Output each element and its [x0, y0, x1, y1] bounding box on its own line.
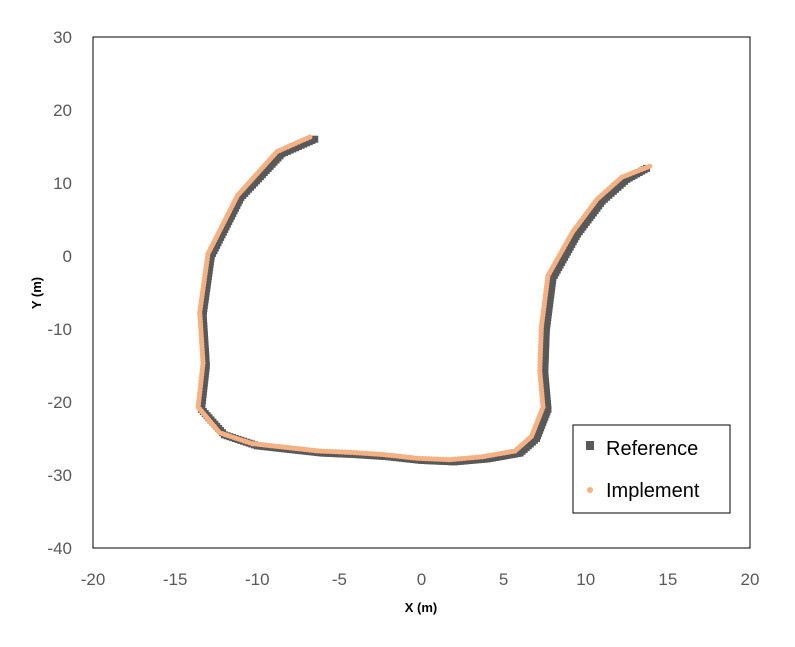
legend-implement-marker: [587, 487, 593, 493]
x-tick-label: 20: [741, 570, 760, 589]
y-tick-labels: -40 -30 -20 -10 0 10 20 30: [47, 28, 72, 558]
y-tick-label: -10: [47, 320, 72, 339]
y-tick-label: 0: [63, 247, 72, 266]
x-tick-label: 5: [499, 570, 508, 589]
legend-box: [572, 424, 731, 514]
x-tick-labels: -20 -15 -10 -5 0 5 10 15 20: [81, 570, 760, 589]
x-axis-title: X (m): [405, 600, 438, 615]
x-tick-label: 10: [576, 570, 595, 589]
implement-point: [647, 163, 653, 169]
x-tick-label: -5: [332, 570, 347, 589]
y-axis-title: Y (m): [29, 277, 44, 309]
y-tick-label: 20: [53, 101, 72, 120]
plot-area-border: [92, 36, 751, 549]
x-tick-label: 0: [417, 570, 426, 589]
x-tick-label: -10: [245, 570, 270, 589]
implement-series: [195, 134, 653, 463]
legend-reference-label: Reference: [606, 438, 698, 460]
legend-implement-label: Implement: [606, 480, 700, 502]
x-tick-label: 15: [658, 570, 677, 589]
y-tick-label: 30: [53, 28, 72, 47]
legend-reference-marker: [586, 441, 594, 450]
y-tick-label: -40: [47, 539, 72, 558]
legend: Reference Implement: [572, 424, 731, 514]
x-tick-label: -15: [163, 570, 188, 589]
x-tick-label: -20: [81, 570, 106, 589]
y-tick-label: 10: [53, 174, 72, 193]
y-tick-label: -30: [47, 466, 72, 485]
y-tick-label: -20: [47, 393, 72, 412]
